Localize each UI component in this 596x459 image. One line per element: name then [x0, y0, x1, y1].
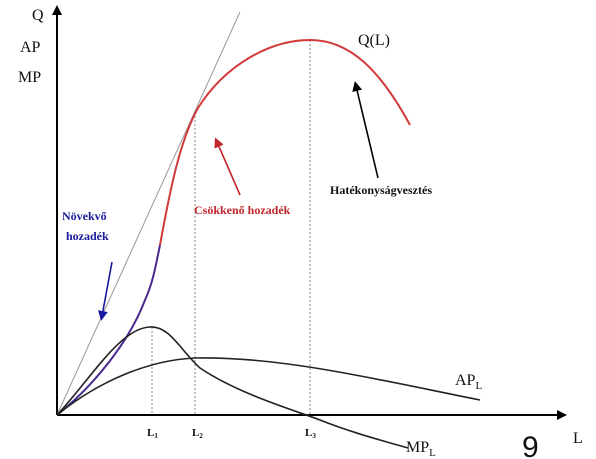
arrow [352, 81, 379, 179]
y-axis-label: MP [18, 69, 41, 86]
annotation: hozadék [66, 229, 109, 243]
arrow [97, 261, 113, 321]
x-mark-label: L1 [147, 427, 158, 440]
curve-label: Q(L) [358, 32, 390, 49]
y-axis-label: AP [20, 39, 41, 56]
label-main: L [192, 427, 199, 439]
x-axis-label: L [573, 430, 583, 447]
x-mark-label: L3 [305, 427, 316, 440]
marginal-product-curve [56, 326, 409, 449]
total-product-increasing [56, 244, 161, 416]
curve-label: MPL [406, 439, 436, 459]
total-product-curve [159, 38, 411, 246]
label-main: L [305, 427, 312, 439]
annotation: Hatékonyságvesztés [330, 183, 432, 197]
label-main: MP [406, 439, 429, 456]
label-subscript: 1 [154, 432, 158, 440]
label-subscript: L [429, 447, 436, 459]
label-main: L [147, 427, 154, 439]
y-axis-label: Q [32, 7, 44, 24]
arrow [214, 137, 241, 196]
average-product-curve [56, 357, 481, 416]
label-subscript: L [475, 380, 482, 392]
tangent-line [56, 11, 241, 416]
page-number: 9 [522, 431, 539, 459]
label-subscript: 2 [199, 432, 203, 440]
x-mark-label: L2 [192, 427, 203, 440]
annotation: Csökkenő hozadék [194, 203, 291, 217]
label-subscript: 3 [312, 432, 316, 440]
label-main: AP [455, 372, 476, 389]
annotation: Növekvő [62, 209, 107, 223]
curve-label: APL [455, 372, 482, 392]
